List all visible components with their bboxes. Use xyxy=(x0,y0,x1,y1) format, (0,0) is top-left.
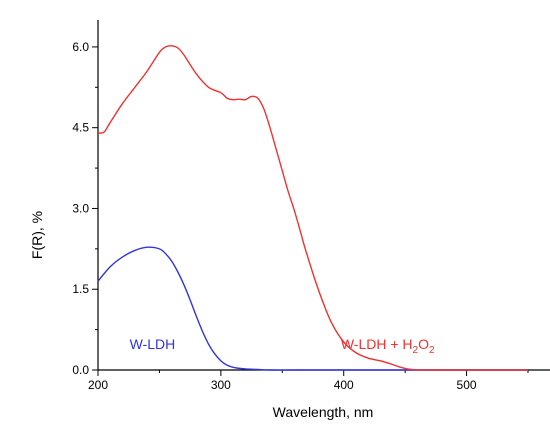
labels-layer: W-LDH W-LDH + H2O2 xyxy=(130,336,435,356)
subscript: 2 xyxy=(413,345,419,356)
axes: 200 300 400 500 0.0 1.5 3.0 4.5 6.0 xyxy=(72,20,550,392)
x-tick-label: 500 xyxy=(457,378,477,392)
subscript: 2 xyxy=(429,345,435,356)
series-label-w-ldh-h2o2: W-LDH + H2O2 xyxy=(341,336,435,356)
y-tick-label: 6.0 xyxy=(72,40,89,54)
y-tick-label: 0.0 xyxy=(72,363,89,377)
series-layer xyxy=(97,45,528,371)
label-part: O xyxy=(418,336,429,352)
series-label-w-ldh: W-LDH xyxy=(130,336,176,352)
y-tick-label: 3.0 xyxy=(72,201,89,215)
y-axis-title: F(R), % xyxy=(29,211,45,259)
x-tick-label: 200 xyxy=(88,378,108,392)
label-part: W-LDH + H xyxy=(341,336,413,352)
series-line-1 xyxy=(97,45,528,371)
series-line-0 xyxy=(97,246,528,371)
y-tick-label: 4.5 xyxy=(72,121,89,135)
x-tick-label: 300 xyxy=(211,378,231,392)
y-tick-label: 1.5 xyxy=(72,282,89,296)
x-tick-label: 400 xyxy=(334,378,354,392)
x-axis-title: Wavelength, nm xyxy=(273,404,374,420)
